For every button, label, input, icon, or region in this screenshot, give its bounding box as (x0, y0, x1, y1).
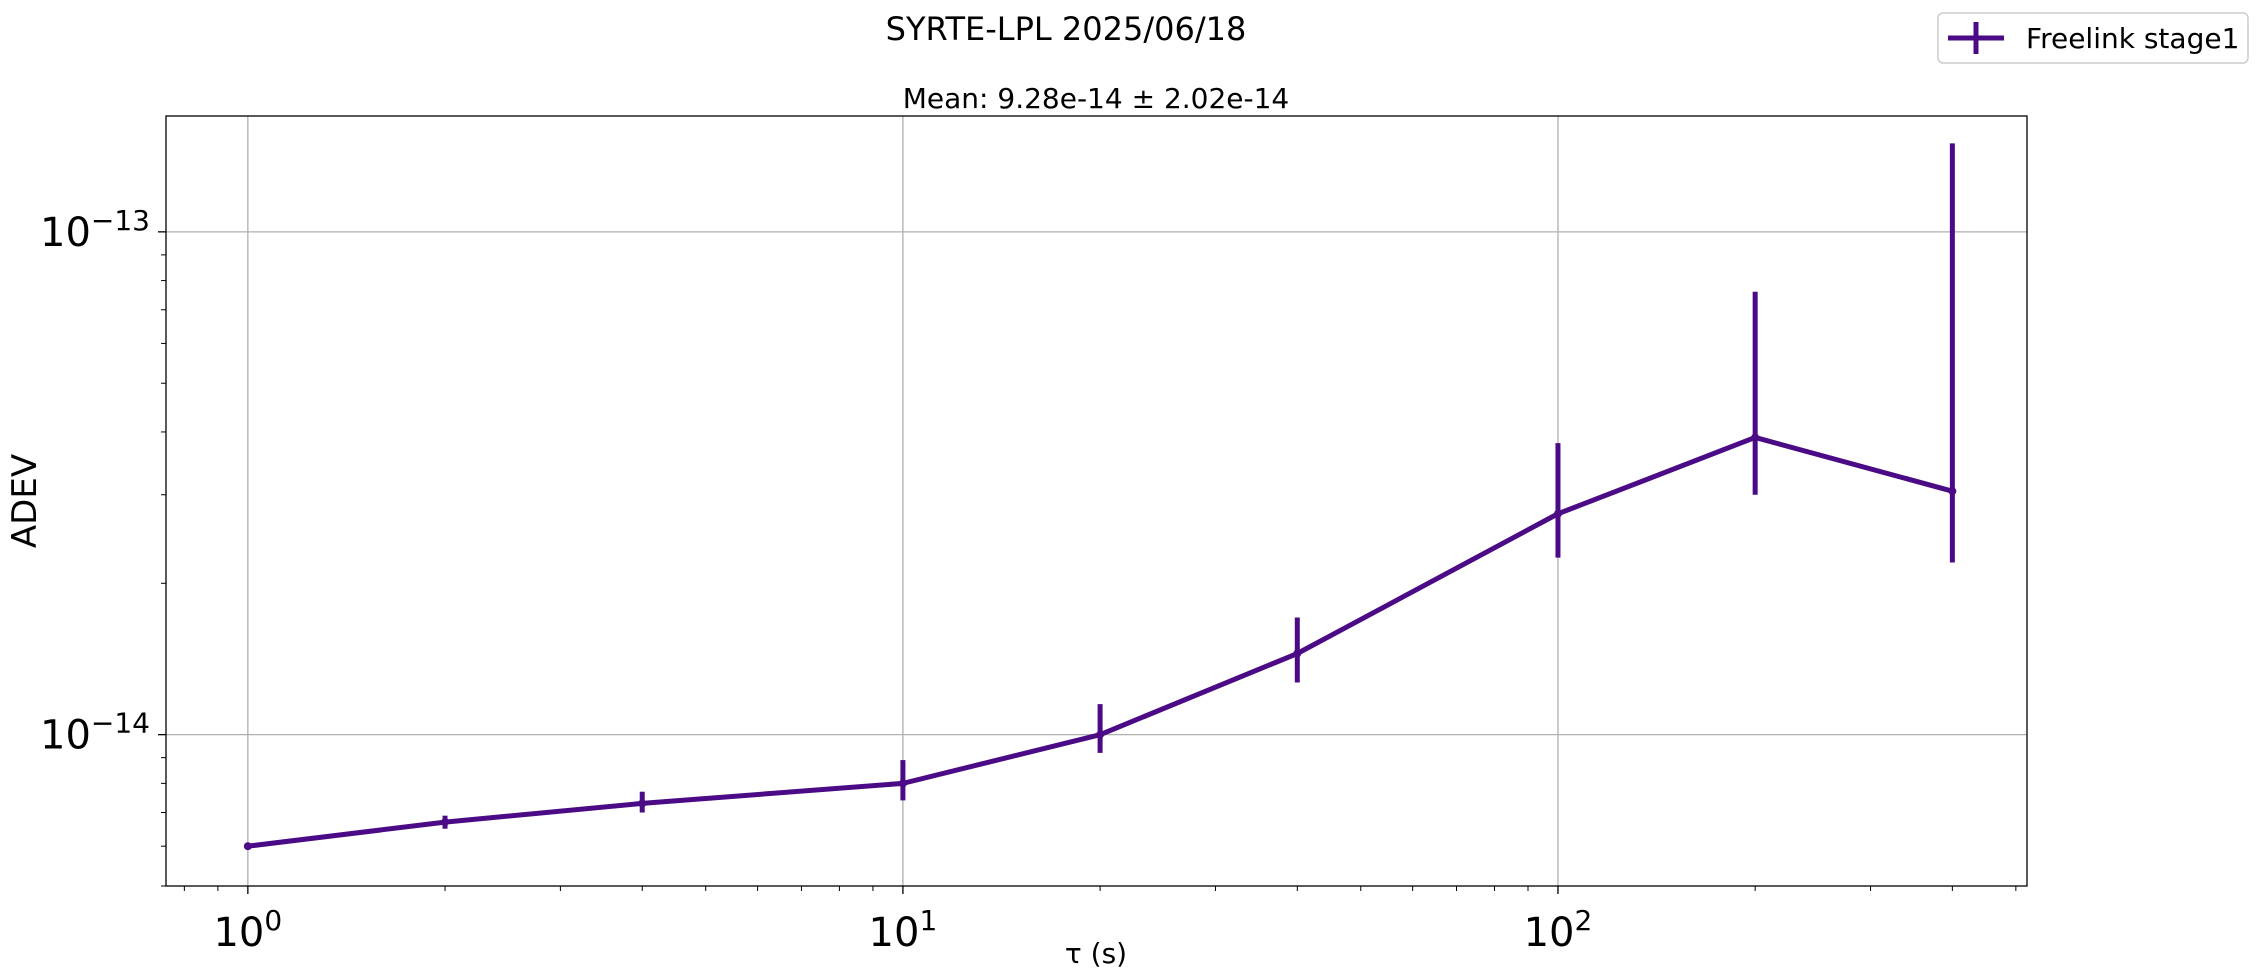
data-point (638, 799, 647, 808)
series-line-1 (247, 434, 1954, 849)
minor-ticks (161, 254, 2017, 891)
data-point (1096, 730, 1105, 739)
data-point (898, 779, 907, 788)
x-tick-label: 101 (869, 904, 938, 956)
series-layer (243, 143, 1957, 851)
y-tick-label: 10−14 (40, 707, 150, 759)
tick-labels: 100 101 102 10−14 10−13 (40, 204, 1592, 956)
legend-label-series-1: Freelink stage1 (2026, 22, 2239, 55)
y-axis-label: ADEV (5, 454, 45, 548)
grid-lines (166, 116, 2027, 886)
data-point (1751, 433, 1760, 442)
data-point (441, 818, 450, 827)
data-point (1948, 487, 1957, 496)
legend: Freelink stage1 (1937, 12, 2249, 64)
data-point (1553, 509, 1562, 518)
data-point (243, 842, 252, 851)
major-ticks (158, 231, 1559, 894)
x-tick-label: 100 (213, 904, 282, 956)
chart-subtitle: Mean: 9.28e-14 ± 2.02e-14 (903, 82, 1290, 115)
y-tick-label: 10−13 (40, 204, 150, 256)
plot-frame (165, 115, 2028, 887)
chart-title: SYRTE-LPL 2025/06/18 (886, 10, 1247, 48)
legend-frame (1937, 12, 2249, 64)
x-tick-label: 102 (1524, 904, 1593, 956)
x-axis-label: τ (s) (1065, 937, 1127, 970)
data-point (1293, 649, 1302, 658)
